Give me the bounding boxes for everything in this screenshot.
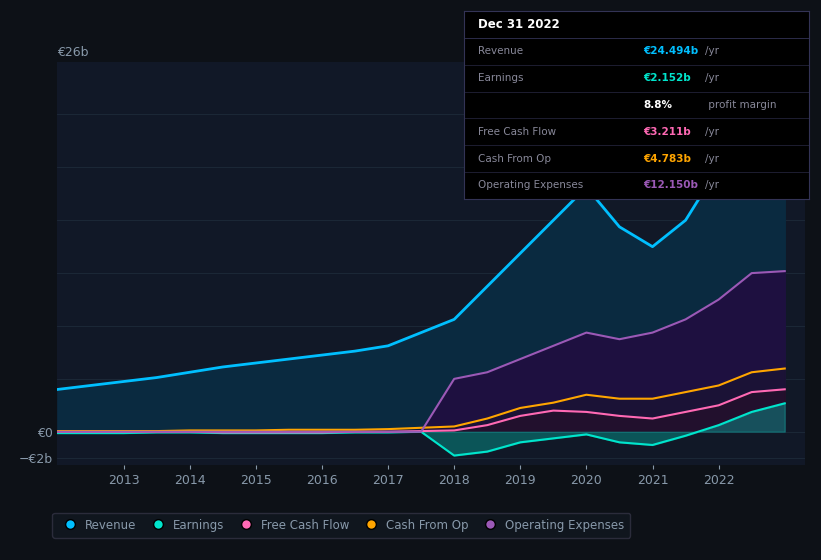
Text: Earnings: Earnings (478, 73, 523, 83)
Text: Dec 31 2022: Dec 31 2022 (478, 18, 559, 31)
Text: /yr: /yr (705, 180, 719, 190)
Text: 8.8%: 8.8% (643, 100, 672, 110)
Text: €3.211b: €3.211b (643, 127, 691, 137)
Legend: Revenue, Earnings, Free Cash Flow, Cash From Op, Operating Expenses: Revenue, Earnings, Free Cash Flow, Cash … (53, 513, 631, 538)
Text: /yr: /yr (705, 153, 719, 164)
Text: €4.783b: €4.783b (643, 153, 691, 164)
Text: Revenue: Revenue (478, 46, 523, 57)
Text: €26b: €26b (57, 46, 89, 59)
Text: €12.150b: €12.150b (643, 180, 698, 190)
Text: Cash From Op: Cash From Op (478, 153, 551, 164)
Text: Free Cash Flow: Free Cash Flow (478, 127, 556, 137)
Text: /yr: /yr (705, 73, 719, 83)
Text: €2.152b: €2.152b (643, 73, 691, 83)
Text: /yr: /yr (705, 127, 719, 137)
Text: /yr: /yr (705, 46, 719, 57)
Text: Operating Expenses: Operating Expenses (478, 180, 583, 190)
Text: profit margin: profit margin (705, 100, 777, 110)
Text: €24.494b: €24.494b (643, 46, 699, 57)
